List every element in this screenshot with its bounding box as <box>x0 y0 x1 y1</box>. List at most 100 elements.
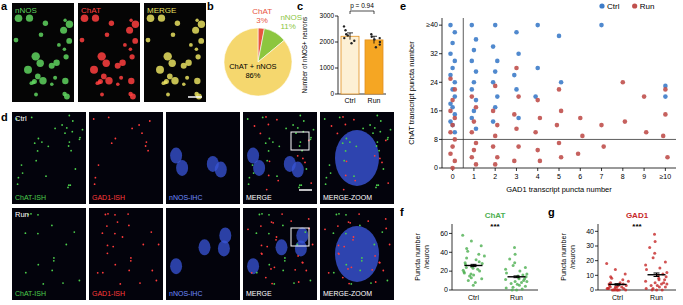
point <box>467 279 470 282</box>
point <box>514 253 517 256</box>
point <box>599 123 604 128</box>
point <box>465 256 468 259</box>
puncta <box>337 133 339 135</box>
point <box>514 280 517 283</box>
puncta <box>297 255 299 257</box>
puncta <box>381 162 383 164</box>
puncta <box>261 213 263 215</box>
channel-label: ChAT <box>81 6 101 15</box>
puncta <box>348 221 350 223</box>
point <box>375 46 377 48</box>
legend-swatch <box>632 3 637 8</box>
point <box>491 144 496 149</box>
point <box>514 66 519 71</box>
puncta <box>359 225 361 227</box>
puncta <box>362 127 364 129</box>
marks <box>442 18 676 170</box>
point <box>653 252 656 255</box>
point <box>607 287 610 290</box>
point <box>580 134 585 139</box>
point <box>525 280 528 283</box>
point <box>477 253 480 256</box>
point <box>650 284 653 287</box>
annotation: *** <box>490 222 500 231</box>
puncta <box>54 127 56 129</box>
puncta <box>299 145 301 147</box>
tick-label: 3000 <box>320 12 335 19</box>
point <box>512 73 517 78</box>
error-bar <box>654 273 660 277</box>
bracket <box>350 11 374 14</box>
legend-label: Run <box>640 2 655 11</box>
puncta <box>353 175 355 177</box>
cell <box>50 82 54 86</box>
puncta <box>345 175 347 177</box>
tick-label: 9 <box>642 173 646 180</box>
point <box>448 51 453 56</box>
tick <box>439 168 442 169</box>
point <box>521 288 524 291</box>
point <box>511 289 514 292</box>
point <box>663 278 666 281</box>
panel-letter: a <box>1 0 8 12</box>
puncta <box>342 116 344 118</box>
point <box>465 247 468 250</box>
point <box>495 94 500 99</box>
point <box>616 289 619 292</box>
puncta <box>265 116 267 118</box>
puncta <box>276 175 278 177</box>
puncta <box>25 232 27 234</box>
point <box>472 267 475 270</box>
tick <box>559 168 560 171</box>
puncta <box>66 127 68 129</box>
puncta <box>358 213 360 215</box>
puncta <box>115 138 117 140</box>
point <box>474 126 479 131</box>
slice-label: ChAT + nNOS <box>229 62 276 71</box>
puncta <box>379 131 381 133</box>
point <box>535 148 540 153</box>
error-bar <box>514 276 520 278</box>
point <box>599 23 604 28</box>
puncta <box>256 232 258 234</box>
puncta <box>375 187 377 189</box>
puncta <box>370 282 372 284</box>
puncta <box>271 283 273 285</box>
puncta <box>93 118 95 120</box>
puncta <box>294 269 296 271</box>
cell <box>39 77 46 84</box>
slice-label: ChAT <box>252 7 272 16</box>
puncta <box>375 281 377 283</box>
micrograph <box>12 208 86 300</box>
puncta <box>275 239 277 241</box>
point <box>557 87 562 92</box>
point <box>655 289 658 292</box>
puncta <box>378 262 380 264</box>
micrograph <box>144 3 206 102</box>
point <box>453 59 458 64</box>
channel-label: nNOS-IHC <box>169 194 202 201</box>
point <box>493 134 498 139</box>
cell <box>181 63 187 69</box>
title: ChAT <box>485 211 506 220</box>
tick-label: 60 <box>440 230 448 237</box>
tick-label: 4 <box>536 173 540 180</box>
tick <box>449 252 452 253</box>
puncta <box>345 150 347 152</box>
cell <box>128 78 134 84</box>
point <box>493 84 498 89</box>
puncta <box>304 231 306 233</box>
channel-label: nNOS-IHC <box>169 290 202 297</box>
puncta <box>296 244 298 246</box>
puncta <box>345 233 347 235</box>
error-bar <box>347 33 353 40</box>
point <box>524 285 527 288</box>
bar <box>365 40 383 94</box>
point <box>627 280 630 283</box>
cell <box>123 43 127 47</box>
point <box>516 144 521 149</box>
channel-label: MERGE <box>246 290 272 297</box>
tick-label: 20 <box>440 267 448 274</box>
puncta <box>37 150 39 152</box>
puncta <box>324 118 326 120</box>
